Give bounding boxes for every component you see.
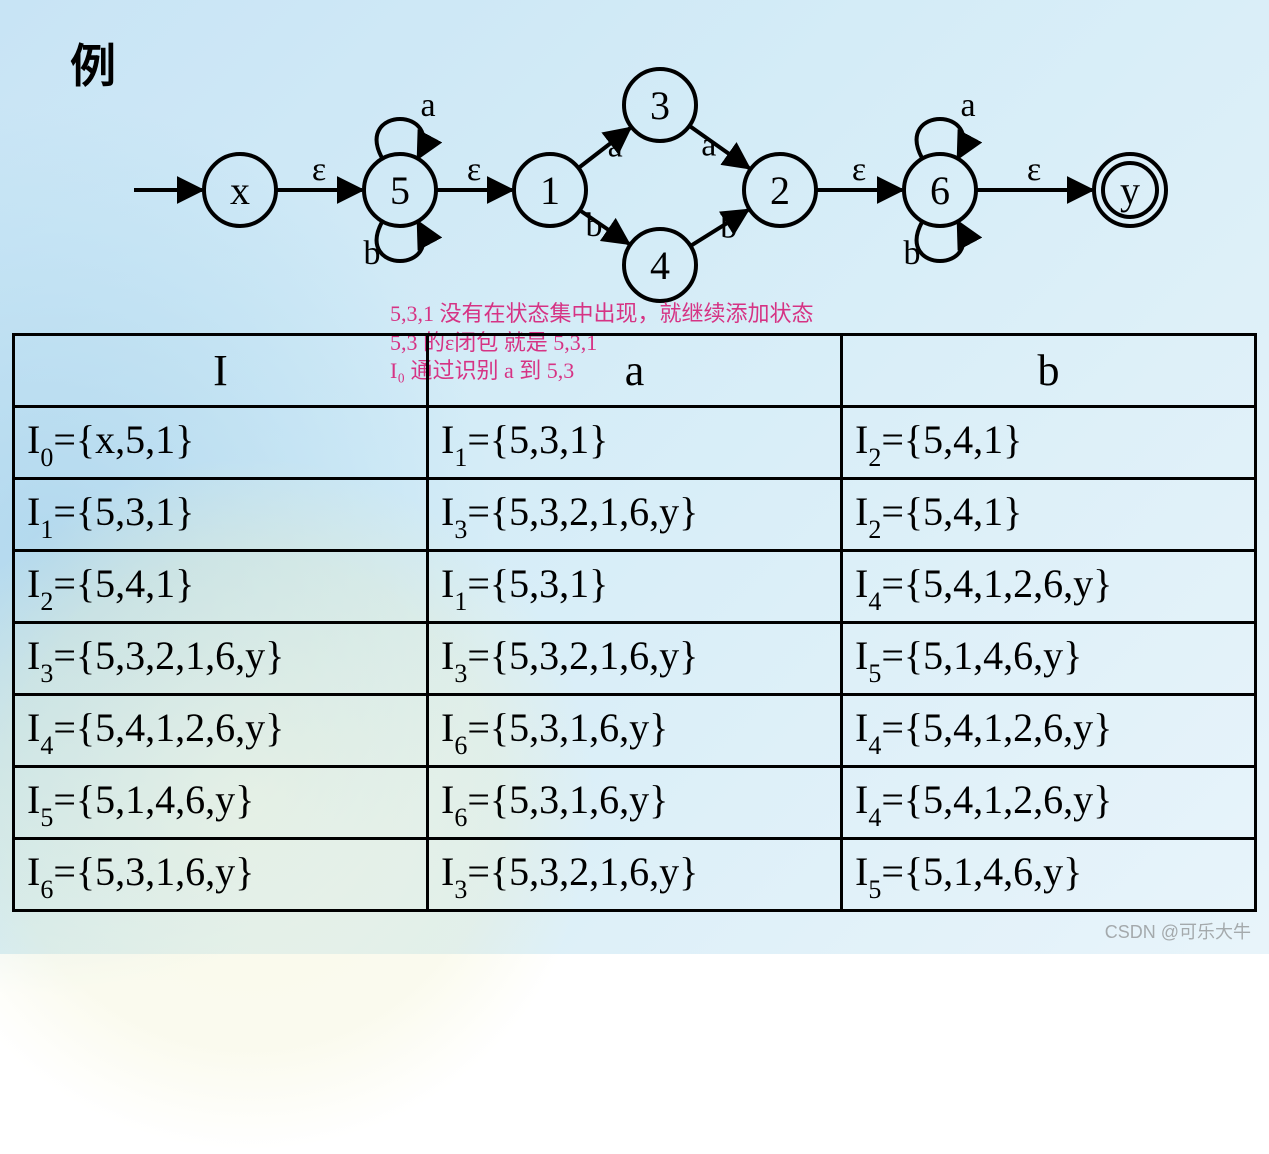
table-cell: I3={5,3,2,1,6,y} bbox=[428, 623, 842, 695]
table-cell: I2={5,4,1} bbox=[842, 479, 1256, 551]
table-cell: I4={5,4,1,2,6,y} bbox=[842, 551, 1256, 623]
table-cell: I0={x,5,1} bbox=[14, 407, 428, 479]
svg-text:ε: ε bbox=[467, 151, 481, 188]
svg-text:2: 2 bbox=[770, 168, 790, 213]
table-header: I bbox=[14, 335, 428, 407]
table-cell: I1={5,3,1} bbox=[14, 479, 428, 551]
table-cell: I3={5,3,2,1,6,y} bbox=[428, 839, 842, 911]
svg-text:y: y bbox=[1120, 168, 1140, 213]
table-cell: I6={5,3,1,6,y} bbox=[428, 767, 842, 839]
table-cell: I4={5,4,1,2,6,y} bbox=[842, 695, 1256, 767]
table-row: I1={5,3,1}I3={5,3,2,1,6,y}I2={5,4,1} bbox=[14, 479, 1256, 551]
table-cell: I1={5,3,1} bbox=[428, 407, 842, 479]
svg-text:b: b bbox=[720, 208, 737, 245]
table-header: b bbox=[842, 335, 1256, 407]
table-cell: I3={5,3,2,1,6,y} bbox=[14, 623, 428, 695]
table-cell: I6={5,3,1,6,y} bbox=[14, 839, 428, 911]
table-cell: I2={5,4,1} bbox=[842, 407, 1256, 479]
svg-text:x: x bbox=[230, 168, 250, 213]
table-cell: I6={5,3,1,6,y} bbox=[428, 695, 842, 767]
svg-text:b: b bbox=[904, 235, 921, 272]
table-cell: I1={5,3,1} bbox=[428, 551, 842, 623]
svg-text:a: a bbox=[608, 127, 623, 164]
diagram-svg: εεababεεababx513426y bbox=[130, 50, 1210, 310]
table-cell: I2={5,4,1} bbox=[14, 551, 428, 623]
table-row: I2={5,4,1}I1={5,3,1}I4={5,4,1,2,6,y} bbox=[14, 551, 1256, 623]
svg-text:6: 6 bbox=[930, 168, 950, 213]
table-cell: I5={5,1,4,6,y} bbox=[842, 623, 1256, 695]
table-cell: I4={5,4,1,2,6,y} bbox=[842, 767, 1256, 839]
watermark: CSDN @可乐大牛 bbox=[1105, 918, 1251, 944]
table-row: I5={5,1,4,6,y}I6={5,3,1,6,y}I4={5,4,1,2,… bbox=[14, 767, 1256, 839]
svg-text:a: a bbox=[420, 87, 435, 124]
table-cell: I4={5,4,1,2,6,y} bbox=[14, 695, 428, 767]
annotation-line: 5,3,1 没有在状态集中出现，就继续添加状态 bbox=[390, 300, 814, 329]
table-cell: I5={5,1,4,6,y} bbox=[842, 839, 1256, 911]
svg-text:a: a bbox=[960, 87, 975, 124]
transition-table: IabI0={x,5,1}I1={5,3,1}I2={5,4,1}I1={5,3… bbox=[12, 333, 1257, 912]
nfa-diagram: εεababεεababx513426y bbox=[130, 50, 1210, 310]
slide-title: 例 bbox=[70, 30, 116, 96]
svg-text:5: 5 bbox=[390, 168, 410, 213]
svg-text:b: b bbox=[586, 207, 603, 244]
svg-text:a: a bbox=[701, 127, 716, 164]
svg-text:ε: ε bbox=[852, 151, 866, 188]
svg-text:ε: ε bbox=[312, 151, 326, 188]
svg-text:ε: ε bbox=[1027, 151, 1041, 188]
table-header: a bbox=[428, 335, 842, 407]
table-cell: I5={5,1,4,6,y} bbox=[14, 767, 428, 839]
table-row: I6={5,3,1,6,y}I3={5,3,2,1,6,y}I5={5,1,4,… bbox=[14, 839, 1256, 911]
table-cell: I3={5,3,2,1,6,y} bbox=[428, 479, 842, 551]
table-row: I3={5,3,2,1,6,y}I3={5,3,2,1,6,y}I5={5,1,… bbox=[14, 623, 1256, 695]
svg-text:3: 3 bbox=[650, 83, 670, 128]
svg-text:b: b bbox=[364, 235, 381, 272]
svg-text:4: 4 bbox=[650, 243, 670, 288]
table: IabI0={x,5,1}I1={5,3,1}I2={5,4,1}I1={5,3… bbox=[12, 333, 1257, 912]
svg-text:1: 1 bbox=[540, 168, 560, 213]
table-row: I4={5,4,1,2,6,y}I6={5,3,1,6,y}I4={5,4,1,… bbox=[14, 695, 1256, 767]
table-row: I0={x,5,1}I1={5,3,1}I2={5,4,1} bbox=[14, 407, 1256, 479]
